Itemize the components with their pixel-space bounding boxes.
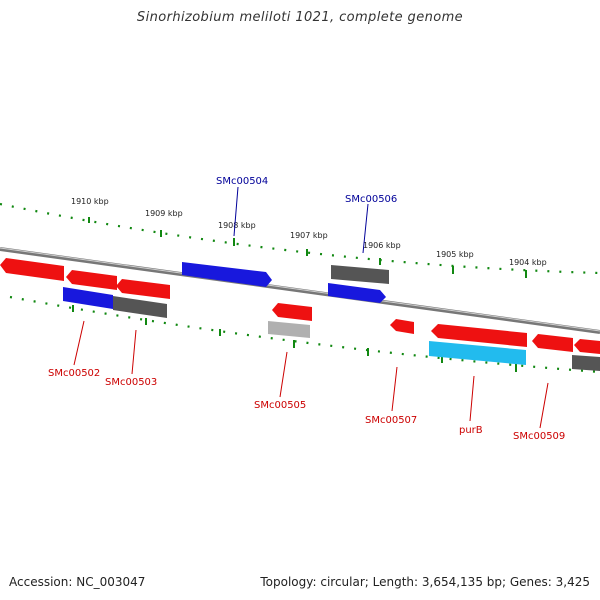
- gene-label-smc00509[interactable]: SMc00509: [513, 431, 565, 442]
- label-leader: [469, 375, 475, 422]
- label-leader: [233, 186, 239, 237]
- gene-smc00505-feature[interactable]: [268, 321, 310, 338]
- scale-label: 1907 kbp: [290, 231, 328, 240]
- gene-label-smc00506[interactable]: SMc00506: [345, 194, 397, 205]
- gene-right-edge-feature[interactable]: [574, 339, 600, 354]
- scale-label: 1909 kbp: [145, 209, 183, 218]
- gene-purb-feature[interactable]: [429, 341, 526, 365]
- scale-label: 1905 kbp: [436, 250, 474, 259]
- accession-text: Accession: NC_003047: [9, 575, 146, 589]
- label-leader: [279, 351, 288, 398]
- gene-left-1-feature[interactable]: [0, 258, 64, 281]
- genome-title: Sinorhizobium meliloti 1021, complete ge…: [136, 10, 464, 25]
- lower-major-ticks: [72, 305, 517, 372]
- gene-smc00506-feature[interactable]: [331, 265, 389, 284]
- gene-label-smc00507[interactable]: SMc00507: [365, 415, 417, 426]
- label-leader: [539, 382, 549, 429]
- label-leader: [131, 329, 137, 375]
- gene-smc00509-feature[interactable]: [532, 334, 573, 352]
- genome-stats-text: Topology: circular; Length: 3,654,135 bp…: [260, 575, 590, 589]
- label-leader: [362, 203, 369, 254]
- genome-backbone: [0, 247, 600, 334]
- scale-label: 1906 kbp: [363, 241, 401, 250]
- scale-label: 1910 kbp: [71, 197, 109, 206]
- scale-label: 1908 kbp: [218, 221, 256, 230]
- upper-scale-track: [0, 202, 600, 275]
- gene-smc00504-feature[interactable]: [182, 262, 272, 287]
- upper-major-ticks: [88, 217, 527, 278]
- label-leader: [73, 320, 85, 366]
- gene-label-purb[interactable]: purB: [459, 425, 483, 436]
- gene-label-smc00504[interactable]: SMc00504: [216, 176, 268, 187]
- gene-label-smc00503[interactable]: SMc00503: [105, 377, 157, 388]
- gene-smc00505a-feature[interactable]: [272, 303, 312, 321]
- gene-smc00507-feature[interactable]: [390, 319, 414, 334]
- gene-right-gray-feature[interactable]: [572, 355, 600, 371]
- gene-smc00506b-feature[interactable]: [328, 283, 386, 303]
- gene-smc00503-feature[interactable]: [113, 296, 167, 318]
- gene-label-smc00505[interactable]: SMc00505: [254, 400, 306, 411]
- genome-backbone-highlight: [0, 247, 600, 332]
- label-leader: [391, 366, 398, 412]
- gene-smc00502-feature[interactable]: [63, 287, 113, 309]
- scale-label: 1904 kbp: [509, 258, 547, 267]
- gene-label-smc00502[interactable]: SMc00502: [48, 368, 100, 379]
- gene-left-3-feature[interactable]: [116, 279, 170, 299]
- gene-left-2-feature[interactable]: [66, 270, 117, 290]
- gene-purb-top-feature[interactable]: [431, 324, 527, 347]
